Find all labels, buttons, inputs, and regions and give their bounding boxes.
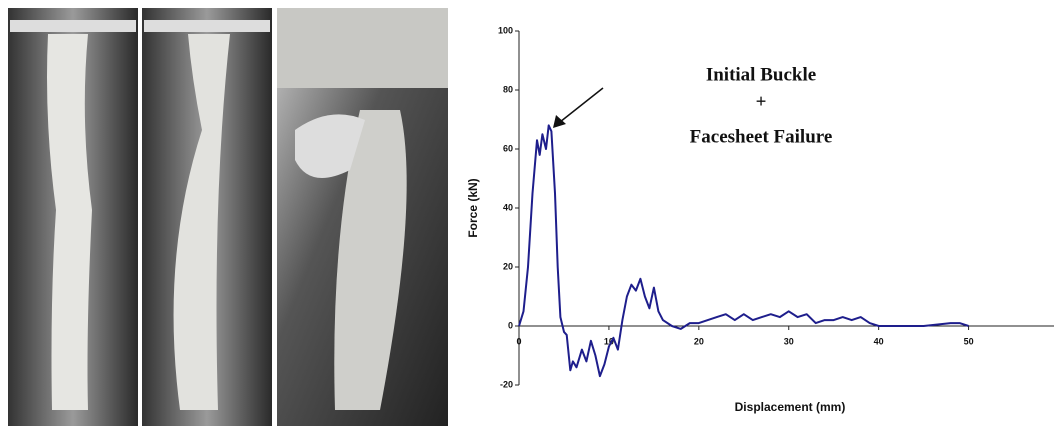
y-tick-label: 60 xyxy=(503,143,513,153)
y-tick-label: 0 xyxy=(508,320,513,330)
chart: Initial Buckle + Facesheet Failure Force… xyxy=(466,25,1054,414)
annotation: Facesheet Failure xyxy=(690,126,833,147)
y-axis-label: Force (kN) xyxy=(466,178,480,237)
clamp xyxy=(144,20,270,32)
photos xyxy=(8,8,448,426)
annotation: + xyxy=(756,91,767,112)
y-tick-label: 20 xyxy=(503,261,513,271)
arrow-head xyxy=(553,115,566,128)
x-tick-label: 50 xyxy=(964,336,974,346)
clamp xyxy=(10,20,136,32)
figure: Initial Buckle + Facesheet Failure Force… xyxy=(0,0,1054,429)
arrow xyxy=(560,88,603,122)
annotation: Initial Buckle xyxy=(706,64,816,85)
y-tick-label: 40 xyxy=(503,202,513,212)
x-tick-label: 30 xyxy=(784,336,794,346)
y-tick-label: 100 xyxy=(498,25,513,35)
y-tick-label: -20 xyxy=(500,379,513,389)
data-line xyxy=(519,125,969,376)
x-tick-label: 0 xyxy=(516,336,521,346)
ruler xyxy=(277,8,448,88)
y-tick-label: 80 xyxy=(503,84,513,94)
x-tick-label: 40 xyxy=(874,336,884,346)
page: Initial Buckle + Facesheet Failure Force… xyxy=(0,0,1054,429)
x-axis-label: Displacement (mm) xyxy=(735,400,846,414)
x-tick-label: 20 xyxy=(694,336,704,346)
